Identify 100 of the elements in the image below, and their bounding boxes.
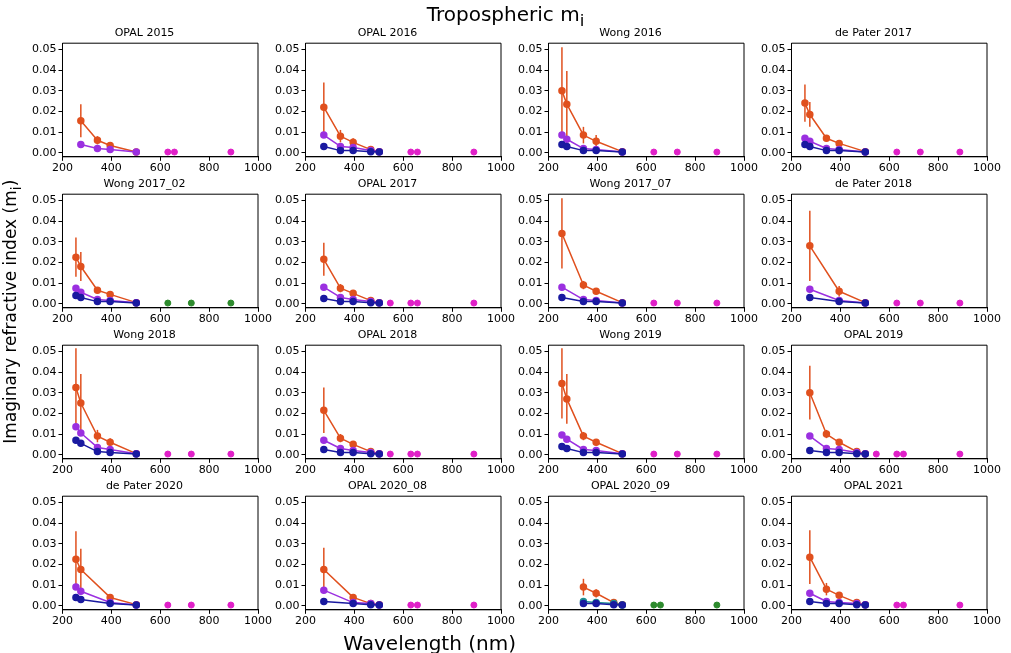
y-tick-label: 0.05 (274, 42, 300, 56)
y-tick-label: 0.05 (274, 344, 300, 358)
y-tick-label: 0.01 (274, 426, 300, 440)
x-tick-label: 600 (635, 312, 657, 326)
x-tick-label: 1000 (973, 312, 1001, 326)
y-tick-label: 0.03 (760, 536, 786, 550)
chart-title: Wong 2017_02 (103, 177, 186, 191)
y-tick-label: 0.01 (760, 577, 786, 591)
y-tick-label: 0.01 (760, 124, 786, 138)
y-tick-label: 0.00 (517, 598, 543, 612)
x-tick-label: 600 (392, 614, 414, 628)
x-tick-label: 400 (586, 614, 608, 628)
chart-title: OPAL 2018 (357, 328, 418, 342)
y-tick-label: 0.04 (517, 62, 543, 76)
y-tick-label: 0.03 (760, 234, 786, 248)
x-tick-label: 600 (149, 614, 171, 628)
chart-title: Wong 2019 (599, 328, 662, 342)
x-tick-label: 1000 (730, 463, 758, 477)
chart-title: Wong 2016 (599, 26, 662, 40)
y-tick-label: 0.03 (31, 83, 57, 97)
y-tick-label: 0.00 (517, 145, 543, 159)
x-tick-label: 200 (537, 463, 559, 477)
y-tick-label: 0.00 (274, 145, 300, 159)
y-tick-label: 0.02 (31, 255, 57, 269)
x-tick-label: 1000 (244, 614, 272, 628)
y-tick-label: 0.02 (31, 557, 57, 571)
y-tick-label: 0.04 (517, 213, 543, 227)
chart-title: OPAL 2020_08 (347, 479, 428, 493)
x-tick-label: 400 (829, 463, 851, 477)
y-tick-label: 0.02 (517, 406, 543, 420)
y-tick-label: 0.00 (31, 145, 57, 159)
y-tick-label: 0.05 (760, 193, 786, 207)
y-tick-label: 0.03 (517, 234, 543, 248)
y-tick-label: 0.05 (760, 495, 786, 509)
x-tick-label: 200 (51, 463, 73, 477)
x-tick-label: 800 (441, 614, 463, 628)
y-tick-label: 0.04 (760, 213, 786, 227)
y-tick-label: 0.04 (760, 62, 786, 76)
y-tick-label: 0.03 (760, 385, 786, 399)
x-tick-label: 800 (441, 312, 463, 326)
x-tick-label: 600 (878, 463, 900, 477)
y-tick-label: 0.03 (274, 536, 300, 550)
y-tick-label: 0.00 (760, 296, 786, 310)
y-tick-label: 0.02 (760, 255, 786, 269)
y-tick-label: 0.03 (31, 536, 57, 550)
x-tick-label: 1000 (730, 312, 758, 326)
y-tick-label: 0.02 (517, 104, 543, 118)
x-tick-label: 200 (294, 312, 316, 326)
y-tick-label: 0.03 (760, 83, 786, 97)
x-tick-label: 600 (878, 614, 900, 628)
x-tick-label: 200 (537, 161, 559, 175)
x-tick-label: 800 (441, 161, 463, 175)
y-tick-label: 0.01 (31, 577, 57, 591)
y-tick-label: 0.04 (274, 364, 300, 378)
x-tick-label: 400 (586, 463, 608, 477)
y-tick-label: 0.01 (517, 577, 543, 591)
x-tick-label: 600 (878, 161, 900, 175)
x-tick-label: 200 (780, 463, 802, 477)
y-tick-label: 0.03 (517, 83, 543, 97)
x-tick-label: 400 (829, 614, 851, 628)
x-tick-label: 200 (537, 312, 559, 326)
x-tick-label: 200 (780, 161, 802, 175)
x-tick-label: 1000 (730, 161, 758, 175)
x-tick-label: 600 (635, 161, 657, 175)
x-tick-label: 600 (392, 463, 414, 477)
chart-title: OPAL 2020_09 (590, 479, 671, 493)
x-tick-label: 800 (198, 614, 220, 628)
y-tick-label: 0.00 (517, 447, 543, 461)
x-tick-label: 1000 (487, 161, 515, 175)
chart-title: OPAL 2021 (843, 479, 904, 493)
x-tick-label: 800 (927, 161, 949, 175)
y-tick-label: 0.05 (31, 42, 57, 56)
x-tick-label: 400 (100, 312, 122, 326)
x-tick-label: 1000 (244, 312, 272, 326)
x-tick-label: 400 (100, 463, 122, 477)
x-tick-label: 800 (684, 463, 706, 477)
x-tick-label: 1000 (973, 463, 1001, 477)
y-tick-label: 0.04 (31, 62, 57, 76)
y-tick-label: 0.03 (517, 536, 543, 550)
chart-title: OPAL 2019 (843, 328, 904, 342)
y-tick-label: 0.01 (31, 275, 57, 289)
y-tick-label: 0.01 (274, 577, 300, 591)
y-tick-label: 0.02 (31, 406, 57, 420)
y-tick-label: 0.05 (31, 495, 57, 509)
y-tick-label: 0.01 (274, 275, 300, 289)
y-tick-label: 0.00 (274, 598, 300, 612)
y-tick-label: 0.03 (31, 234, 57, 248)
y-tick-label: 0.01 (517, 124, 543, 138)
y-tick-label: 0.03 (517, 385, 543, 399)
y-tick-label: 0.03 (274, 385, 300, 399)
y-tick-label: 0.03 (31, 385, 57, 399)
y-tick-label: 0.00 (274, 296, 300, 310)
x-tick-label: 1000 (730, 614, 758, 628)
x-tick-label: 600 (635, 463, 657, 477)
chart-title: de Pater 2017 (834, 26, 913, 40)
y-tick-label: 0.00 (760, 598, 786, 612)
x-tick-label: 1000 (487, 312, 515, 326)
y-tick-label: 0.02 (760, 557, 786, 571)
chart-title: OPAL 2017 (357, 177, 418, 191)
x-tick-label: 200 (51, 161, 73, 175)
